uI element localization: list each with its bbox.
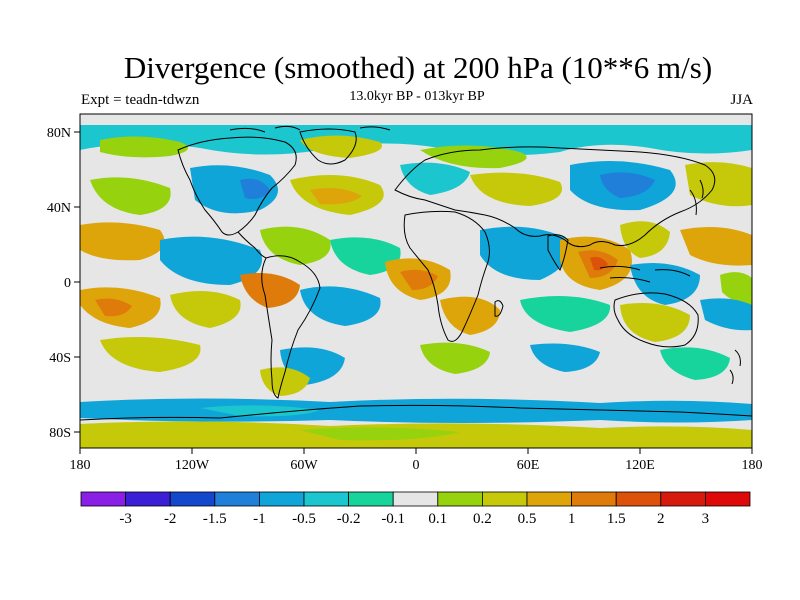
- plot-title: Divergence (smoothed) at 200 hPa (10**6 …: [123, 50, 713, 85]
- colorbar-label: 0.5: [518, 511, 537, 527]
- x-tick-label: 0: [413, 458, 420, 473]
- field-region: [300, 427, 460, 441]
- colorbar-box: [125, 491, 171, 507]
- field-region: [95, 298, 132, 317]
- colorbar-box: [615, 491, 662, 507]
- field-region: [420, 145, 527, 169]
- colorbar-label: -0.1: [381, 511, 405, 527]
- colorbar-box: [80, 491, 126, 507]
- field-region: [240, 272, 300, 308]
- field-region: [300, 135, 382, 158]
- x-tick-label: 180: [70, 458, 91, 473]
- colorbar-box: [169, 491, 216, 507]
- colorbar-label: -0.2: [337, 511, 361, 527]
- field-region: [240, 178, 270, 199]
- field-region: [100, 336, 201, 372]
- x-tick-label: 60W: [290, 458, 318, 473]
- colorbar-label: 3: [702, 511, 710, 527]
- x-tick-label: 180: [742, 458, 763, 473]
- colorbar-label: -0.5: [292, 511, 316, 527]
- field-region: [440, 296, 500, 335]
- field-region: [530, 343, 600, 372]
- x-tick-label: 120E: [625, 458, 655, 473]
- colorbar-box: [214, 491, 260, 507]
- field-region: [80, 222, 165, 261]
- tick-marks: [74, 131, 753, 454]
- colorbar-box: [303, 491, 349, 507]
- y-tick-label: 40N: [47, 201, 71, 216]
- colorbar-label: -2: [164, 511, 177, 527]
- y-tick-label: 0: [64, 276, 71, 291]
- field-region: [90, 177, 171, 215]
- field-region: [620, 302, 690, 342]
- colorbar-label: 0.2: [473, 511, 492, 527]
- y-tick-label: 40S: [49, 351, 71, 366]
- colorbar-box: [571, 491, 617, 507]
- field-region: [80, 398, 752, 423]
- field-region: [680, 226, 752, 266]
- colorbar-box: [348, 491, 394, 507]
- colorbar-label: 1.5: [607, 511, 626, 527]
- field-region: [400, 162, 470, 195]
- field-region: [520, 296, 611, 332]
- field-region: [100, 136, 188, 158]
- colorbar-box: [526, 491, 572, 507]
- x-tick-label: 60E: [517, 458, 540, 473]
- field-region: [620, 221, 670, 258]
- x-axis-labels: 180 120W 60W 0 60E 120E 180: [70, 458, 763, 473]
- experiment-label: Expt = teadn-tdwzn: [81, 92, 200, 108]
- field-region: [200, 405, 320, 417]
- colorbar-box: [437, 491, 483, 507]
- field-region: [685, 162, 752, 207]
- field-region: [330, 237, 401, 275]
- colorbar-box: [660, 491, 706, 507]
- plot-subtitle: 13.0kyr BP - 013kyr BP: [349, 89, 485, 104]
- x-tick-label: 120W: [175, 458, 210, 473]
- colorbar-box: [705, 491, 751, 507]
- field-region: [420, 342, 490, 374]
- field-region: [470, 172, 562, 206]
- field-region: [160, 236, 262, 285]
- colorbar-label: 1: [568, 511, 576, 527]
- colorbar-label: 2: [657, 511, 665, 527]
- field-region: [600, 172, 655, 198]
- colorbar-box: [392, 491, 439, 507]
- field-region: [80, 125, 752, 156]
- field-region: [720, 272, 752, 305]
- colorbar-label: 0.1: [428, 511, 447, 527]
- y-tick-label: 80S: [49, 426, 71, 441]
- colorbar-label: -1: [253, 511, 266, 527]
- season-label: JJA: [730, 92, 753, 108]
- field-region: [630, 262, 700, 305]
- colorbar-box: [481, 491, 528, 507]
- field-region: [310, 188, 362, 205]
- field-region: [190, 165, 278, 214]
- colorbar-label: -1.5: [203, 511, 227, 527]
- field-region: [700, 298, 752, 331]
- coastlines: [80, 125, 752, 421]
- field-region: [300, 286, 381, 326]
- colorbar-label: -3: [119, 511, 132, 527]
- y-tick-label: 80N: [47, 126, 71, 141]
- field-region: [400, 269, 438, 290]
- field-region: [170, 291, 241, 328]
- y-axis-labels: 80N 40N 0 40S 80S: [47, 126, 71, 441]
- field-region: [660, 347, 730, 380]
- colorbar: -3 -2 -1.5 -1 -0.5 -0.2 -0.1 0.1 0.2 0.5 1 1.5 2 3: [80, 491, 751, 527]
- colorbar-box: [258, 491, 305, 507]
